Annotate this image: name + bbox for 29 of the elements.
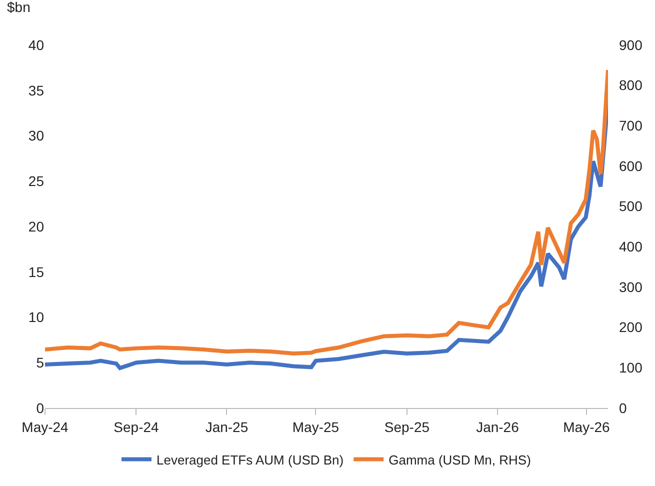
y-tick-label: 40 <box>28 36 44 53</box>
y-tick-label: 15 <box>28 264 44 280</box>
y2-tick-label: 400 <box>619 238 643 255</box>
y-tick-label: 20 <box>28 218 44 234</box>
x-tick-label: Jan-26 <box>476 418 520 435</box>
y-tick-label: 5 <box>36 354 44 371</box>
x-tick-label: Jan-25 <box>205 418 248 435</box>
y2-tick-label: 800 <box>619 77 643 94</box>
x-tick-label: May-26 <box>563 418 610 435</box>
y-tick-label: 30 <box>28 128 44 144</box>
y-tick-label: 0 <box>36 400 44 416</box>
y2-tick-label: 100 <box>619 360 643 376</box>
y-tick-label: 10 <box>28 309 44 326</box>
x-tick-label: May-24 <box>22 418 69 435</box>
x-tick-label: Sep-24 <box>114 418 160 435</box>
x-tick-label: Sep-25 <box>384 418 430 435</box>
x-tick-label: May-25 <box>292 418 340 435</box>
legend-label: Gamma (USD Mn, RHS) <box>388 452 531 468</box>
legend-label: Leveraged ETFs AUM (USD Bn) <box>156 452 344 468</box>
y-axis-title: $bn <box>7 0 30 15</box>
y2-tick-label: 200 <box>619 319 643 336</box>
y-tick-label: 25 <box>28 173 44 190</box>
y2-tick-label: 900 <box>619 36 643 53</box>
y2-tick-label: 300 <box>619 278 643 295</box>
y2-tick-label: 500 <box>619 198 643 214</box>
y2-tick-label: 0 <box>619 400 627 416</box>
y2-tick-label: 600 <box>619 158 643 174</box>
y2-tick-label: 700 <box>619 118 643 134</box>
y-tick-label: 35 <box>28 82 44 98</box>
